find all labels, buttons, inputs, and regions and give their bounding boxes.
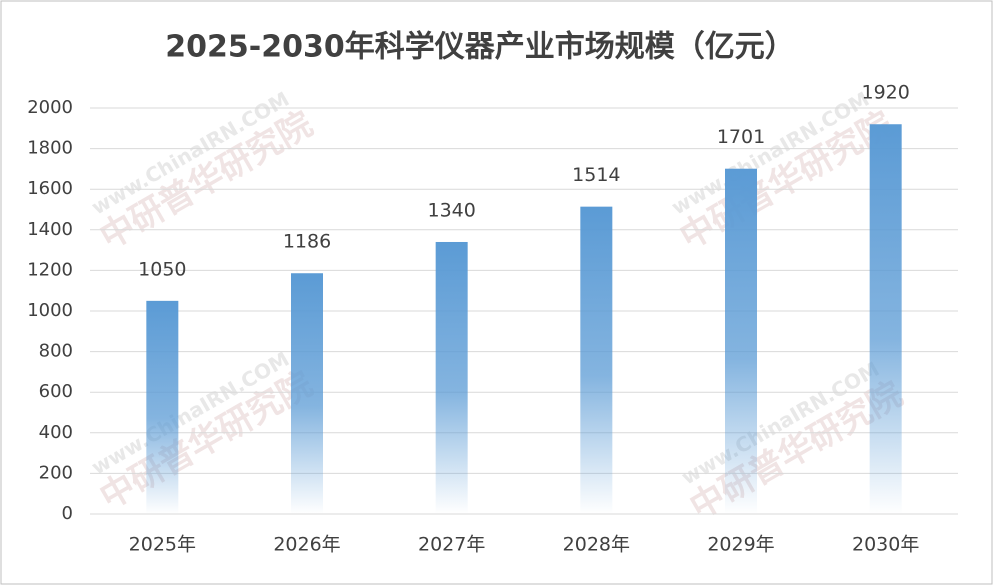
y-tick-label: 1000 [27, 300, 73, 321]
y-tick-label: 1400 [27, 219, 73, 240]
bar [869, 124, 902, 515]
y-tick-label: 200 [39, 462, 73, 483]
bar [435, 241, 468, 515]
x-tick-label: 2025年 [129, 534, 196, 556]
y-tick-label: 0 [62, 503, 73, 524]
data-label: 1920 [861, 82, 909, 104]
data-label: 1050 [138, 258, 186, 280]
y-tick-label: 800 [39, 341, 73, 362]
y-tick-label: 1800 [27, 138, 73, 159]
bar [146, 300, 179, 514]
bar [725, 168, 757, 514]
data-label: 1514 [572, 164, 620, 186]
y-tick-label: 1600 [27, 178, 73, 199]
data-label: 1340 [427, 199, 475, 221]
x-tick-label: 2030年 [852, 534, 919, 556]
chart-title: 2025-2030年科学仪器产业市场规模（亿元） [165, 30, 794, 65]
y-tick-label: 1200 [27, 259, 73, 280]
y-tick-label: 400 [39, 422, 73, 443]
x-tick-label: 2027年 [418, 534, 485, 556]
x-tick-label: 2026年 [273, 534, 340, 556]
x-tick-label: 2028年 [563, 534, 630, 556]
y-tick-label: 2000 [27, 97, 73, 118]
x-tick-label: 2029年 [707, 534, 774, 556]
bar [580, 206, 613, 514]
data-label: 1186 [283, 231, 331, 253]
bar [291, 273, 323, 514]
y-tick-label: 600 [39, 381, 73, 402]
data-label: 1701 [717, 126, 765, 148]
